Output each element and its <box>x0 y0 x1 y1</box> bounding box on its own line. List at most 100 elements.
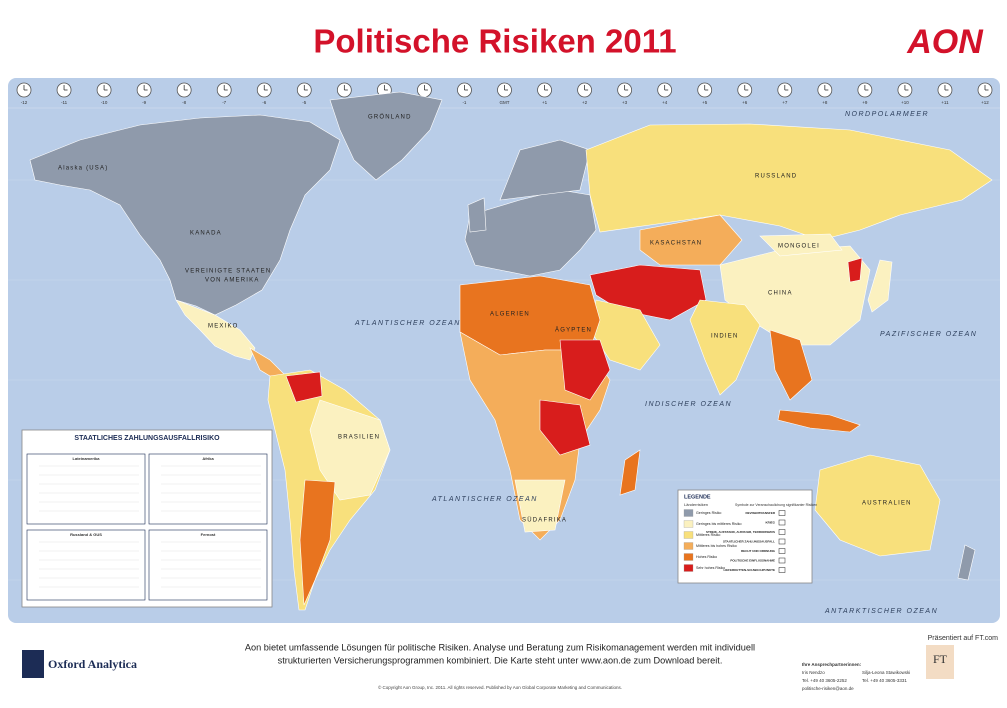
legend-swatch <box>683 542 694 550</box>
legend-label: Mittleres Risiko <box>696 533 720 537</box>
argentina <box>299 479 336 606</box>
country-label: KANADA <box>190 231 222 237</box>
footer: Oxford Analytica Aon bietet umfassende L… <box>22 635 998 691</box>
legend-symbol-label: STREIK, AUFSTAND, AUFRUHR, TERRORISMUS <box>706 530 775 534</box>
ocean-label: NORDPOLARMEER <box>845 111 929 118</box>
madagascar <box>619 449 641 496</box>
congo <box>539 399 591 456</box>
scandinavia <box>499 139 591 201</box>
time-zone-label: GMT <box>500 100 510 105</box>
inset-chart-frame <box>26 453 146 525</box>
new-zealand <box>957 544 976 581</box>
ocean-label: ATLANTISCHER OZEAN <box>354 320 461 327</box>
north-korea <box>847 257 863 283</box>
oxford-logo-mark <box>22 650 44 678</box>
inset-panel: STAATLICHES ZAHLUNGSAUSFALLRISIKO Latein… <box>21 429 273 608</box>
time-zone-label: +1 <box>542 100 548 105</box>
country-label: Alaska (USA) <box>58 166 108 172</box>
legend-symbol <box>778 557 786 564</box>
country-label: MEXIKO <box>208 324 239 330</box>
russia <box>585 123 993 241</box>
legend-swatch <box>683 509 694 517</box>
time-zone-label: +3 <box>622 100 628 105</box>
legend-subtitle: Länderrisiken <box>684 502 708 507</box>
country-label: KASACHSTAN <box>650 241 702 247</box>
country-label: ALGERIEN <box>490 312 530 318</box>
inset-chart-title: Afrika <box>202 456 214 461</box>
japan <box>867 259 893 313</box>
legend-symbol <box>778 538 786 545</box>
legend-symbol-label: LIEFERKETTEN-SCHWACHPUNKTE <box>724 568 776 572</box>
inset-chart-title: Lateinamerika <box>73 456 101 461</box>
land <box>29 91 993 611</box>
time-zone-label: -7 <box>222 100 226 105</box>
inset-title: STAATLICHES ZAHLUNGSAUSFALLRISIKO <box>74 435 220 442</box>
legend-swatch <box>683 553 694 561</box>
legend-symbol-label: RECHT UND ORDNUNG <box>741 549 776 553</box>
legend-symbol-label: POLITISCHE EINFLUSSNAHME <box>730 558 775 562</box>
greenland <box>329 91 443 181</box>
contact: Silja-Leona Stawikowski <box>862 670 910 675</box>
legend-label: Hohes Risiko <box>696 555 717 559</box>
india <box>689 299 761 396</box>
time-zone-label: +12 <box>981 100 989 105</box>
legend-label: Geringes bis mittleres Risiko <box>696 522 742 526</box>
country-label: CHINA <box>768 291 793 297</box>
country-label: VON AMERIKA <box>205 278 260 284</box>
time-zone-label: +5 <box>702 100 708 105</box>
legend-swatch <box>683 531 694 539</box>
ft-logo: FT <box>933 652 948 666</box>
legend-symbol <box>778 529 786 535</box>
inset-chart-frame <box>26 529 146 601</box>
ocean-label: ATLANTISCHER OZEAN <box>431 496 538 503</box>
legend-frame <box>677 489 813 584</box>
ocean-label: INDISCHER OZEAN <box>645 401 732 408</box>
legend-symbols-title: Symbole zur Veranschaulichung signifikan… <box>735 503 817 507</box>
country-label: MONGOLEI <box>778 244 820 250</box>
inset-chart-title: Russland & GUS <box>70 532 102 537</box>
legend-symbol <box>778 519 786 526</box>
australia <box>814 454 941 557</box>
presented-by: Präsentiert auf FT.com <box>928 635 999 642</box>
legend-swatch <box>683 564 694 572</box>
legend-symbol-label: STAATLICHER ZAHLUNGSAUSFALL <box>723 539 775 543</box>
time-zone-label: -11 <box>61 100 68 105</box>
ocean-label: ANTARKTISCHER OZEAN <box>824 608 938 615</box>
country-label: INDIEN <box>711 334 739 340</box>
time-zone-label: -9 <box>142 100 146 105</box>
legend-symbol <box>778 548 786 554</box>
time-zone-label: +9 <box>862 100 868 105</box>
country-label: AUSTRALIEN <box>862 501 912 507</box>
copyright: © Copyright Aon Group, Inc. 2011. All ri… <box>378 684 622 690</box>
legend-label: Geringes Risiko <box>696 511 721 515</box>
time-zone-label: -6 <box>262 100 266 105</box>
south-east-asia <box>769 329 813 401</box>
venezuela <box>285 371 323 403</box>
time-zone-label: -5 <box>302 100 306 105</box>
ocean-label: PAZIFISCHER OZEAN <box>880 331 977 338</box>
mongolia <box>759 233 843 257</box>
time-zone-label: -1 <box>462 100 466 105</box>
ft-logo-box <box>926 645 954 679</box>
north-america <box>29 114 341 316</box>
inset-chart-frame <box>148 453 268 525</box>
contact: Iris Nendzo <box>802 670 825 675</box>
map-labels: NORDPOLARMEER ATLANTISCHER OZEAN PAZIFIS… <box>58 111 977 615</box>
southern-africa <box>514 479 566 533</box>
legend-swatch <box>683 520 694 528</box>
sudan <box>559 339 611 401</box>
time-zone-clocks: -12-11-10-9-8-7-6-5-4-3-2-1GMT+1+2+3+4+5… <box>16 82 993 105</box>
footer-text: strukturierten Versicherungsprogrammen k… <box>278 655 723 665</box>
time-zone-label: +10 <box>901 100 909 105</box>
email: politische-risiken@aon.de <box>802 686 854 691</box>
country-label: RUSSLAND <box>755 174 797 180</box>
title: Politische Risiken 2011 <box>313 23 676 60</box>
time-zone-label: +11 <box>941 100 949 105</box>
inset-chart-title: Fernost <box>201 532 216 537</box>
legend-label: Sehr hohes Risiko <box>696 566 725 570</box>
inset-chart-frame <box>148 529 268 601</box>
time-zone-label: +6 <box>742 100 748 105</box>
legend-label: Mittleres bis hohes Risiko <box>696 544 737 548</box>
time-zone-label: -8 <box>182 100 186 105</box>
